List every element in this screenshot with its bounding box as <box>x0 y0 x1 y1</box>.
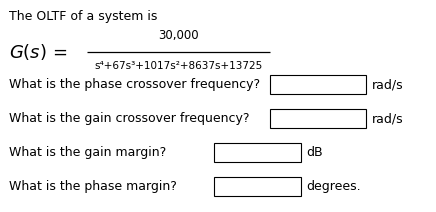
Text: rad/s: rad/s <box>371 112 403 125</box>
Text: The OLTF of a system is: The OLTF of a system is <box>9 10 157 22</box>
Text: What is the phase crossover frequency?: What is the phase crossover frequency? <box>9 78 260 91</box>
Text: rad/s: rad/s <box>371 78 403 91</box>
FancyBboxPatch shape <box>214 177 301 196</box>
Text: $\mathit{G(s)}$ =: $\mathit{G(s)}$ = <box>9 42 67 62</box>
Text: 30,000: 30,000 <box>158 29 199 42</box>
Text: degrees.: degrees. <box>306 180 361 193</box>
Text: dB: dB <box>306 146 323 159</box>
Text: What is the gain crossover frequency?: What is the gain crossover frequency? <box>9 112 249 125</box>
FancyBboxPatch shape <box>270 75 366 94</box>
FancyBboxPatch shape <box>270 109 366 128</box>
Text: What is the gain margin?: What is the gain margin? <box>9 146 166 159</box>
FancyBboxPatch shape <box>214 143 301 162</box>
Text: s⁴+67s³+1017s²+8637s+13725: s⁴+67s³+1017s²+8637s+13725 <box>95 61 263 71</box>
Text: What is the phase margin?: What is the phase margin? <box>9 180 177 193</box>
